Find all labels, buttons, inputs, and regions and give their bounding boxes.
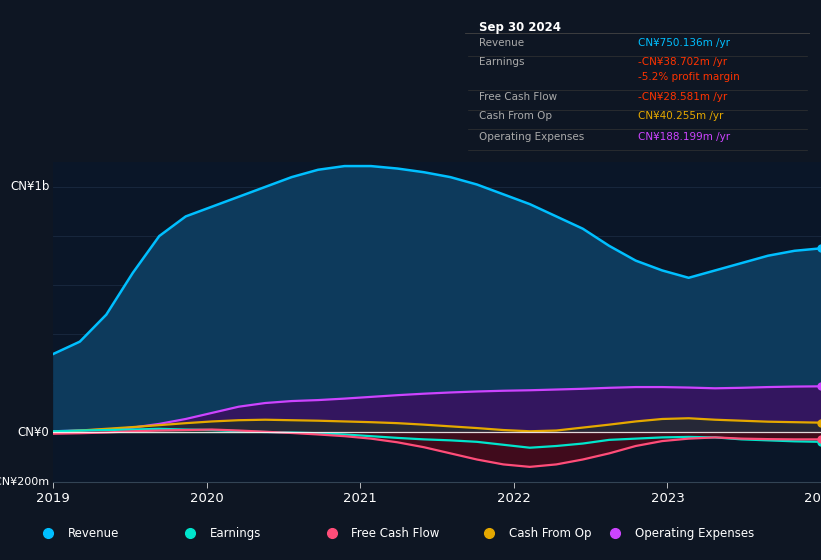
Text: Operating Expenses: Operating Expenses	[635, 526, 754, 539]
Text: Revenue: Revenue	[479, 38, 524, 48]
Text: CN¥188.199m /yr: CN¥188.199m /yr	[637, 132, 730, 142]
Text: -CN¥200m: -CN¥200m	[0, 477, 49, 487]
Text: -CN¥38.702m /yr: -CN¥38.702m /yr	[637, 57, 727, 67]
Text: Revenue: Revenue	[67, 526, 119, 539]
Text: CN¥1b: CN¥1b	[10, 180, 49, 193]
Text: -CN¥28.581m /yr: -CN¥28.581m /yr	[637, 91, 727, 101]
Text: Free Cash Flow: Free Cash Flow	[479, 91, 557, 101]
Text: Sep 30 2024: Sep 30 2024	[479, 21, 561, 34]
Text: CN¥0: CN¥0	[18, 426, 49, 439]
Text: Earnings: Earnings	[209, 526, 261, 539]
Text: Cash From Op: Cash From Op	[479, 111, 552, 121]
Text: Operating Expenses: Operating Expenses	[479, 132, 584, 142]
Text: Cash From Op: Cash From Op	[509, 526, 591, 539]
Text: Free Cash Flow: Free Cash Flow	[351, 526, 440, 539]
Text: CN¥750.136m /yr: CN¥750.136m /yr	[637, 38, 730, 48]
Text: -5.2% profit margin: -5.2% profit margin	[637, 72, 739, 82]
Text: Earnings: Earnings	[479, 57, 525, 67]
Text: CN¥40.255m /yr: CN¥40.255m /yr	[637, 111, 722, 121]
